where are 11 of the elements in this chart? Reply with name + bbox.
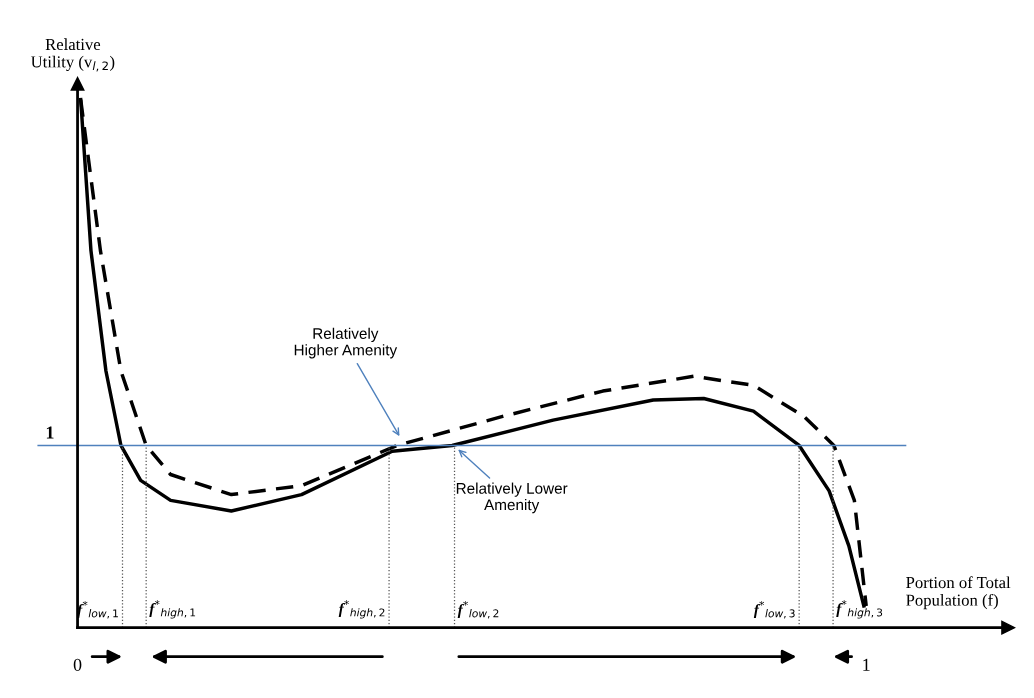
annotation: Relatively Higher Amenity bbox=[294, 327, 398, 359]
ref-line-label: f$^{*}$$_{high,3}$ bbox=[836, 600, 883, 619]
x-tick-label: 0 bbox=[73, 658, 82, 671]
x-axis-title: Portion of Total Population (f) bbox=[906, 576, 1011, 610]
ref-line-label: f$^{*}$$_{low,2}$ bbox=[457, 600, 499, 619]
text: 1 bbox=[46, 426, 54, 439]
annotation: Relatively Lower Amenity bbox=[456, 482, 568, 514]
ref-line-label: f$^{*}$$_{high,2}$ bbox=[338, 600, 385, 619]
y-axis-title: Relative Utility (v$_{l,2}$) bbox=[31, 38, 115, 72]
ref-line-label: f$^{*}$$_{low,3}$ bbox=[753, 600, 795, 619]
ref-line-label: f$^{*}$$_{high,1}$ bbox=[149, 600, 196, 619]
